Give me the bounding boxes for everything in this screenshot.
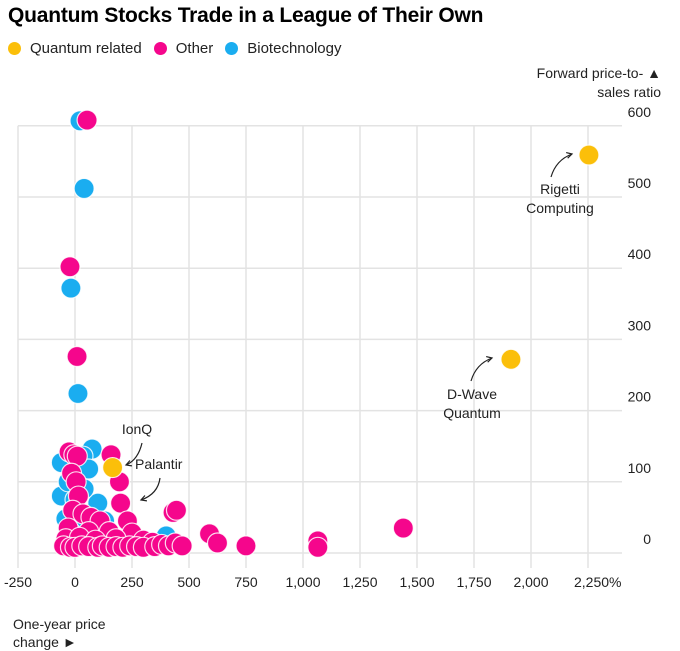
- x-tick-label: 1,250: [342, 574, 377, 590]
- legend-label: Biotechnology: [247, 40, 342, 57]
- x-tick-label: 2,250%: [574, 574, 621, 590]
- annotation-arrow-dwave-head: [486, 356, 494, 363]
- annotation-rigetti: Computing: [526, 200, 594, 216]
- annotation-ionq: IonQ: [122, 421, 152, 437]
- x-tick-label: 250: [120, 574, 144, 590]
- point-other: [76, 109, 98, 131]
- legend: Quantum related Other Biotechnology: [8, 40, 353, 57]
- annotation-arrow-rigetti-head: [566, 152, 574, 159]
- point-other: [165, 499, 188, 521]
- annotation-arrow-dwave: [470, 357, 493, 382]
- x-axis-label: One-year price change ►: [13, 615, 106, 651]
- x-tick-label: 1,500: [399, 574, 434, 590]
- x-tick-label: 750: [234, 574, 258, 590]
- y-tick-label: 500: [628, 175, 652, 191]
- annotation-arrow-ionq: [125, 442, 143, 466]
- point-other: [109, 492, 132, 514]
- annotation-palantir: Palantir: [135, 456, 183, 472]
- grid: [17, 125, 622, 568]
- x-axis-label-line: One-year price: [13, 616, 106, 632]
- y-tick-label: 100: [628, 460, 652, 476]
- legend-item-biotech: Biotechnology: [225, 40, 341, 57]
- legend-label: Quantum related: [30, 40, 142, 57]
- point-other: [307, 536, 329, 558]
- legend-item-other: Other: [153, 40, 214, 57]
- annotation-dwave: Quantum: [443, 405, 501, 421]
- legend-item-quantum: Quantum related: [8, 40, 142, 57]
- y-tick-label: 400: [628, 246, 652, 262]
- y-tick-label: 0: [643, 531, 651, 547]
- annotations: Rigetti Computing D-Wave Quantum IonQ Palanti…: [122, 152, 594, 502]
- annotation-rigetti: Rigetti: [540, 181, 580, 197]
- annotation-arrow-palantir-head: [139, 495, 148, 502]
- annotation-arrow-ionq-head: [124, 460, 133, 467]
- point-other: [392, 517, 414, 539]
- y-tick-label: 200: [628, 389, 652, 405]
- point-other: [206, 532, 229, 554]
- y-axis-label-line: Forward price-to- ▲: [536, 65, 661, 81]
- axis-ticks: 0 100 200 300 400 500 600 -250 0 250 500 750 1,000 1,…: [4, 104, 651, 590]
- point-quantum-related: [578, 144, 600, 166]
- y-tick-label: 300: [628, 317, 652, 333]
- x-tick-label: -250: [4, 574, 32, 590]
- legend-dot-other: [153, 42, 167, 55]
- point-biotechnology: [60, 277, 82, 299]
- point-other: [235, 535, 257, 557]
- point-other: [59, 256, 81, 278]
- annotation-arrow-palantir: [140, 477, 161, 501]
- x-tick-label: 2,000: [513, 574, 548, 590]
- point-quantum-related: [500, 348, 522, 370]
- point-other: [171, 535, 193, 557]
- legend-label: Other: [175, 40, 214, 57]
- legend-dot-biotech: [225, 42, 239, 55]
- x-axis-label-line: change ►: [13, 634, 77, 650]
- y-axis-label: Forward price-to- ▲ sales ratio: [537, 64, 661, 102]
- legend-dot-quantum: [8, 42, 21, 55]
- chart-title: Quantum Stocks Trade in a League of Thei…: [8, 4, 484, 27]
- x-tick-label: 1,750: [456, 574, 491, 590]
- annotation-arrow-rigetti: [550, 153, 573, 178]
- data-points: [50, 109, 600, 558]
- point-biotechnology: [73, 177, 95, 200]
- y-tick-label: 600: [628, 104, 652, 120]
- x-tick-label: 0: [71, 574, 79, 590]
- point-biotechnology: [67, 382, 89, 405]
- point-quantum-related: [102, 456, 124, 479]
- x-tick-label: 500: [177, 574, 201, 590]
- y-axis-label-line: sales ratio: [597, 84, 661, 100]
- annotation-dwave: D-Wave: [447, 386, 497, 402]
- x-tick-label: 1,000: [285, 574, 320, 590]
- point-other: [66, 345, 88, 368]
